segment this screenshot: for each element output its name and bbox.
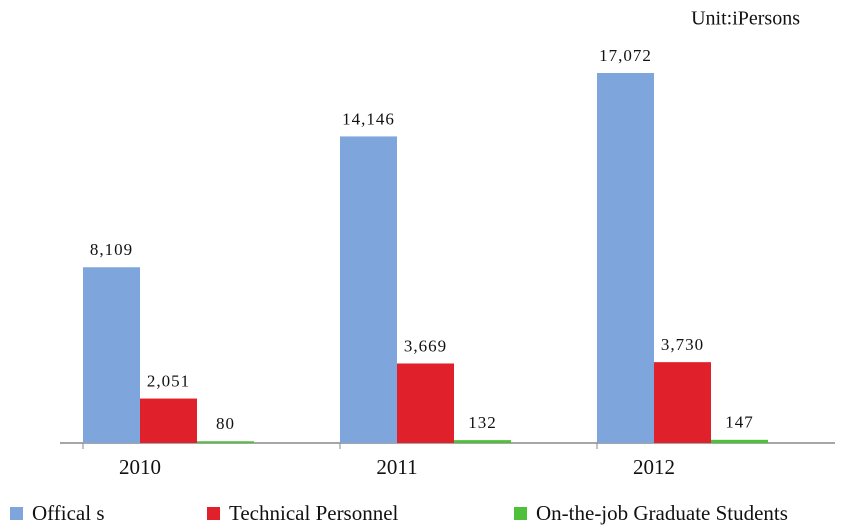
value-label: 80 [216,414,235,433]
bar [597,73,654,443]
value-label: 3,730 [661,335,704,354]
value-label: 8,109 [90,240,133,259]
bar [83,267,140,443]
legend-swatch [514,507,527,520]
legend-label: Technical Personnel [229,501,399,525]
legend-swatch [10,507,23,520]
x-tick-label: 2011 [376,455,417,479]
value-label: 147 [725,413,754,432]
x-tick-label: 2010 [119,455,161,479]
value-label: 132 [468,413,497,432]
legend-label: Offical s [32,501,105,525]
value-label: 14,146 [342,109,395,128]
bar [340,136,397,443]
bar [397,363,454,443]
value-label: 2,051 [147,371,190,390]
legend-label: On-the-job Graduate Students [536,501,788,525]
bar [654,362,711,443]
bar [454,440,511,443]
legend-swatch [207,507,220,520]
x-tick-label: 2012 [633,455,675,479]
bar [711,439,768,443]
value-label: 3,669 [404,336,447,355]
value-label: 17,072 [599,46,652,65]
unit-annotation: Unit:iPersons [691,8,800,30]
bar [140,398,197,443]
bar [197,441,254,443]
